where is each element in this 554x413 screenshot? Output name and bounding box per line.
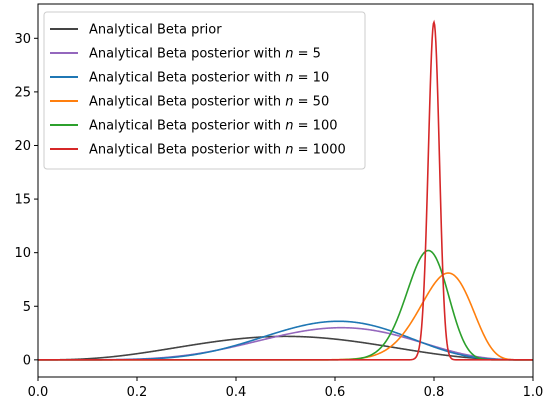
- y-tick-label: 5: [23, 300, 31, 315]
- series-line-5: [38, 19, 533, 361]
- legend-label: Analytical Beta posterior with n = 100: [89, 119, 338, 134]
- x-tick-label: 0.6: [325, 385, 346, 400]
- legend-label: Analytical Beta posterior with n = 5: [89, 47, 321, 62]
- y-tick-label: 25: [14, 85, 31, 100]
- y-tick-label: 0: [23, 353, 31, 368]
- x-tick-label: 0.0: [28, 385, 49, 400]
- y-tick-label: 10: [14, 246, 31, 261]
- y-tick-label: 20: [14, 139, 31, 154]
- x-tick-label: 0.8: [424, 385, 445, 400]
- legend-label: Analytical Beta prior: [89, 23, 222, 38]
- legend-box: [43, 11, 366, 170]
- y-axis: 0 5 10 15 20 25 30: [14, 32, 38, 368]
- x-tick-label: 0.4: [226, 385, 247, 400]
- legend: Analytical Beta prior Analytical Beta pos…: [43, 11, 366, 170]
- plot-frame: [37, 3, 534, 378]
- y-tick-label: 15: [14, 193, 31, 208]
- y-tick-label: 30: [14, 32, 31, 47]
- x-axis: 0.0 0.2 0.4 0.6 0.8 1.0: [28, 377, 544, 400]
- x-tick-label: 0.2: [127, 385, 148, 400]
- legend-label: Analytical Beta posterior with n = 10: [89, 71, 329, 86]
- legend-label: Analytical Beta posterior with n = 1000: [89, 143, 346, 158]
- legend-label: Analytical Beta posterior with n = 50: [89, 95, 329, 110]
- x-tick-label: 1.0: [523, 385, 544, 400]
- series-layer: [38, 19, 533, 361]
